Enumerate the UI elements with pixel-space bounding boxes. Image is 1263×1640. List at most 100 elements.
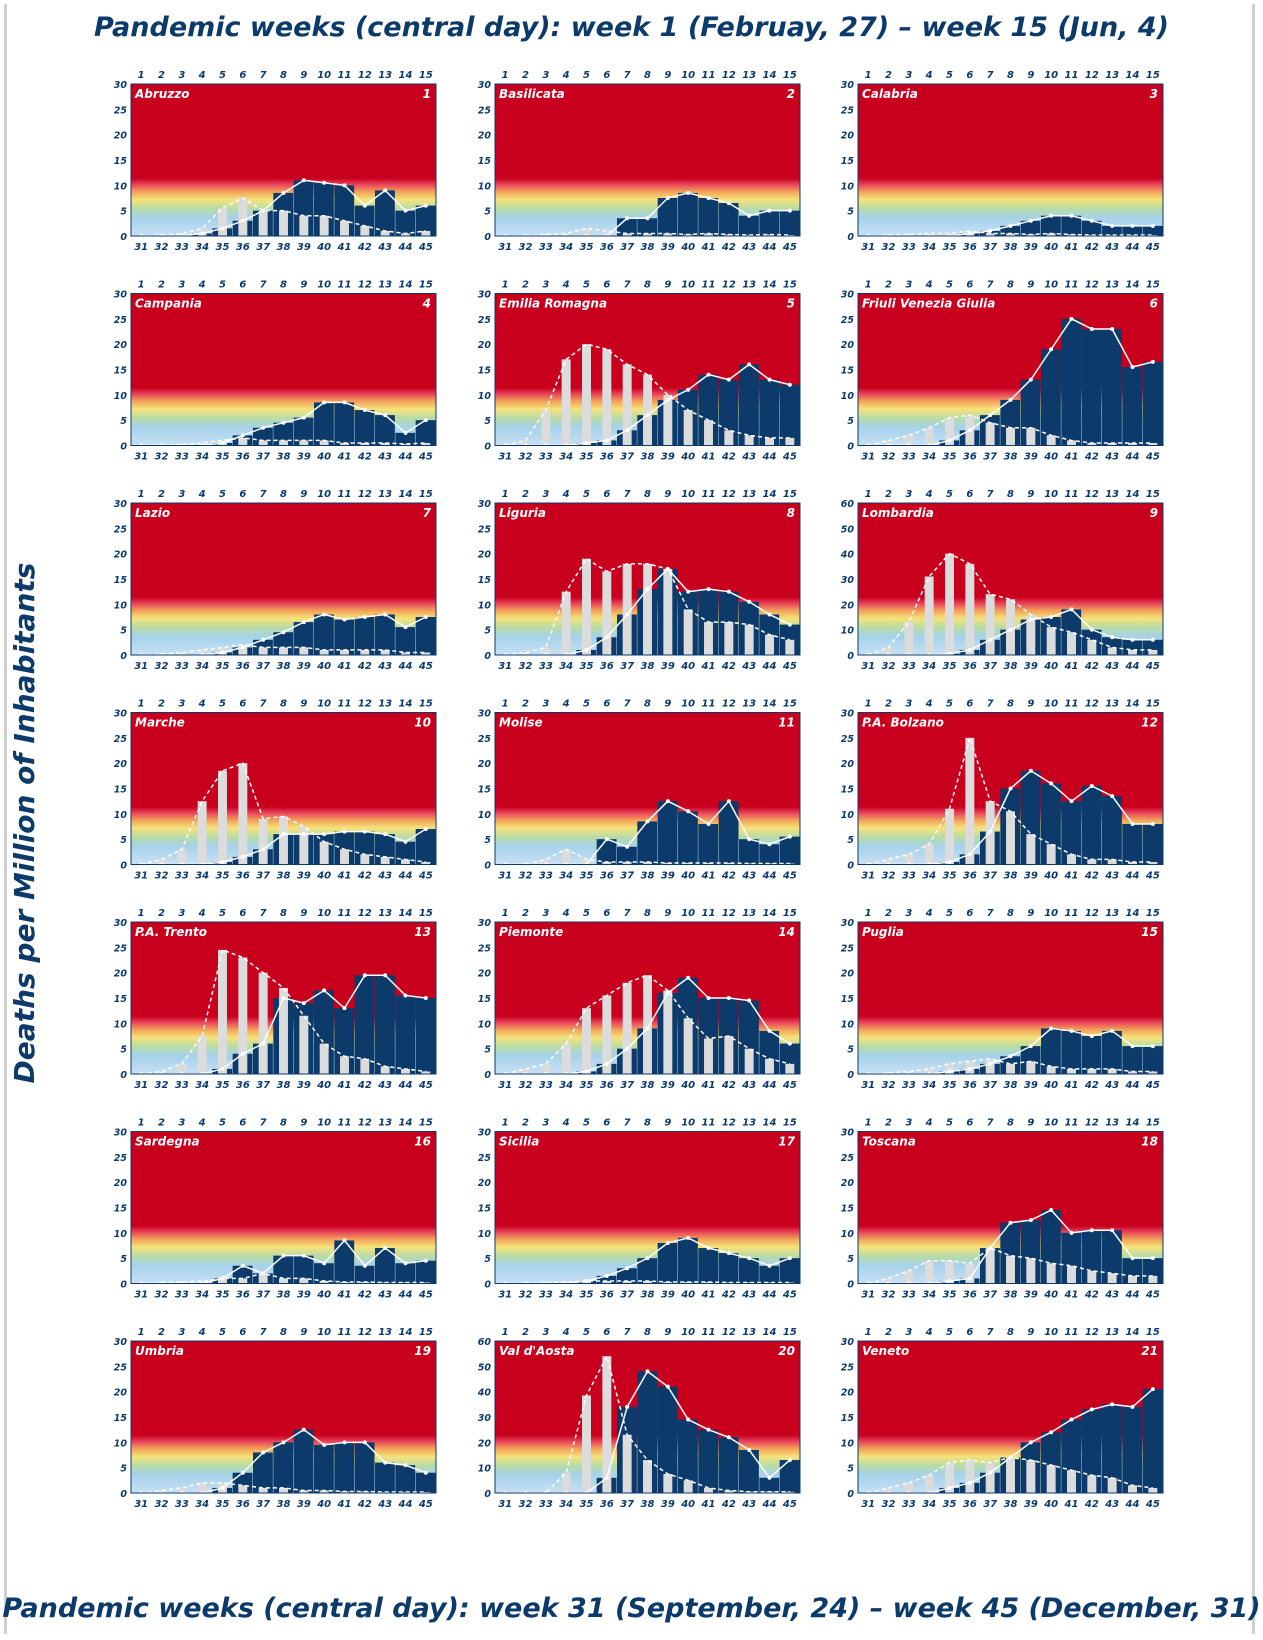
y-tick-label: 0 [484, 442, 491, 453]
y-tick-label: 0 [120, 651, 127, 662]
second-wave-point [787, 1041, 792, 1046]
first-wave-bar [380, 1066, 390, 1074]
second-wave-point [1069, 1028, 1074, 1033]
top-x-tick-label: 7 [260, 908, 267, 919]
first-wave-bar [279, 987, 288, 1074]
y-tick-label: 25 [114, 105, 128, 116]
first-wave-bar [541, 1063, 551, 1074]
second-wave-point [686, 589, 691, 594]
bottom-x-tick-label: 38 [277, 452, 291, 463]
top-x-tick-label: 6 [239, 699, 246, 710]
y-tick-label: 15 [841, 1413, 855, 1424]
y-tick-label: 0 [484, 1070, 491, 1081]
bottom-x-tick-label: 41 [337, 1290, 352, 1301]
second-wave-point [767, 1028, 772, 1033]
bottom-x-tick-label: 43 [377, 661, 392, 672]
top-x-tick-label: 9 [664, 280, 671, 291]
second-wave-point [645, 1369, 650, 1374]
second-wave-bar [375, 1248, 395, 1284]
second-wave-point [301, 832, 306, 837]
y-tick-label: 0 [484, 1489, 491, 1500]
top-x-tick-label: 12 [722, 1118, 736, 1129]
bottom-x-tick-label: 44 [398, 242, 413, 253]
second-wave-point [322, 400, 327, 405]
bottom-x-tick-label: 33 [175, 1290, 189, 1301]
top-x-tick-label: 8 [1007, 280, 1014, 291]
y-tick-label: 10 [114, 181, 128, 192]
second-wave-bar [678, 1237, 698, 1284]
y-tick-label: 15 [114, 1204, 128, 1215]
first-wave-bar [1148, 1071, 1158, 1074]
first-wave-bar [1046, 627, 1056, 655]
top-x-tick-label: 2 [158, 1118, 165, 1129]
bottom-x-tick-label: 32 [882, 1290, 896, 1301]
first-wave-bar [724, 862, 734, 865]
top-x-tick-label: 13 [378, 70, 392, 81]
second-wave-bar [375, 1462, 395, 1493]
top-x-tick-label: 5 [583, 699, 590, 710]
region-number: 9 [1150, 506, 1158, 520]
second-wave-bar [415, 1472, 436, 1493]
bottom-x-tick-label: 31 [134, 452, 148, 463]
bottom-x-tick-label: 32 [519, 242, 533, 253]
top-x-tick-label: 10 [1044, 1327, 1058, 1338]
top-x-tick-label: 7 [987, 280, 994, 291]
top-x-tick-label: 11 [1065, 908, 1079, 919]
bottom-x-tick-label: 39 [1024, 1290, 1038, 1301]
top-x-tick-label: 15 [783, 280, 797, 291]
first-wave-bar [704, 862, 713, 865]
top-x-tick-label: 3 [542, 280, 549, 291]
second-wave-point [967, 428, 972, 433]
first-wave-bar [582, 859, 591, 865]
bottom-x-tick-label: 34 [195, 661, 209, 672]
y-tick-label: 15 [478, 785, 492, 796]
second-wave-bar [637, 1258, 658, 1284]
second-wave-point [787, 1458, 792, 1463]
second-wave-point [322, 612, 327, 617]
top-x-tick-label: 15 [419, 280, 433, 291]
second-wave-bar [739, 215, 759, 236]
top-x-tick-label: 2 [158, 699, 165, 710]
bottom-x-tick-label: 40 [1043, 1290, 1058, 1301]
second-wave-bar [314, 1444, 334, 1493]
bottom-x-tick-label: 39 [297, 1080, 311, 1091]
bottom-x-tick-label: 43 [1104, 452, 1119, 463]
bottom-x-tick-label: 35 [943, 1499, 957, 1510]
second-wave-point [1089, 783, 1094, 788]
bottom-x-tick-label: 41 [337, 1499, 352, 1510]
second-wave-point [604, 837, 609, 842]
bottom-x-tick-label: 32 [155, 452, 169, 463]
first-wave-bar [258, 210, 268, 236]
bottom-x-tick-label: 45 [418, 242, 433, 253]
second-wave-point [747, 599, 752, 604]
y-tick-label: 30 [114, 80, 128, 91]
first-wave-bar [582, 228, 591, 236]
second-wave-point [1028, 617, 1033, 622]
bottom-x-tick-label: 32 [882, 1080, 896, 1091]
second-wave-point [322, 1261, 327, 1266]
second-wave-bar [637, 821, 658, 865]
top-x-tick-label: 7 [260, 1327, 267, 1338]
y-tick-label: 15 [478, 575, 492, 586]
second-wave-point [403, 993, 408, 998]
top-x-tick-label: 2 [158, 1327, 165, 1338]
top-x-tick-label: 5 [946, 489, 953, 500]
top-x-tick-label: 5 [946, 70, 953, 81]
top-x-tick-label: 11 [702, 70, 716, 81]
second-wave-point [747, 998, 752, 1003]
second-wave-bar [314, 402, 334, 446]
first-wave-bar [1067, 234, 1076, 236]
top-x-tick-label: 7 [987, 699, 994, 710]
bottom-x-tick-label: 42 [1084, 452, 1099, 463]
first-wave-line [868, 1058, 1153, 1075]
second-wave-bar [334, 185, 355, 236]
first-wave-bar [744, 863, 754, 865]
first-wave-bar [985, 422, 995, 446]
first-wave-bar [319, 649, 329, 655]
y-tick-label: 15 [841, 156, 855, 167]
y-tick-label: 25 [478, 943, 492, 954]
first-wave-bar [238, 1485, 248, 1493]
